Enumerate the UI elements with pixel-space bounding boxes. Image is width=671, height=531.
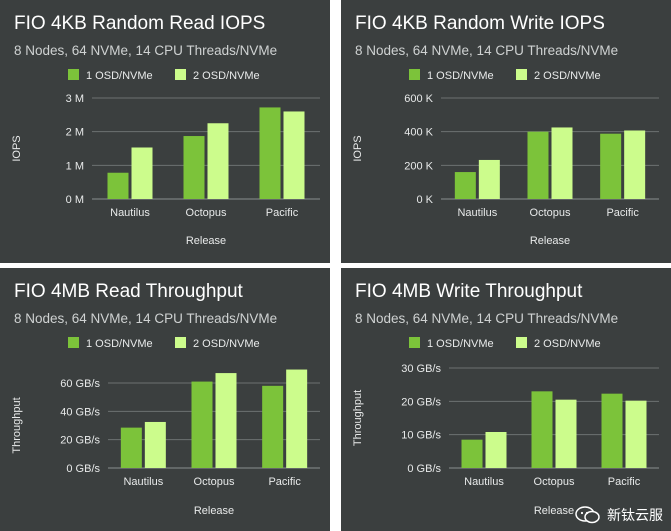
legend-label: 1 OSD/NVMe — [86, 338, 153, 350]
chart-panel-rand-read-iops: FIO 4KB Random Read IOPS 8 Nodes, 64 NVMe… — [0, 0, 330, 263]
bar — [454, 172, 476, 199]
x-tick-label: Nautilus — [464, 476, 504, 488]
chart-subtitle: 8 Nodes, 64 NVMe, 14 CPU Threads/NVMe — [14, 43, 277, 58]
bar — [478, 159, 500, 199]
x-tick-label: Pacific — [606, 207, 639, 219]
x-tick-label: Nautilus — [457, 207, 497, 219]
bar — [107, 172, 129, 199]
legend-label: 2 OSD/NVMe — [193, 338, 260, 350]
y-tick-label: 10 GB/s — [401, 430, 441, 442]
chart-svg-write-throughput: FIO 4MB Write Throughput 8 Nodes, 64 NVMe… — [352, 281, 659, 517]
watermark: 新钛云服 — [575, 505, 663, 525]
x-tick-label: Octopus — [534, 476, 575, 488]
y-tick-label: 60 GB/s — [60, 378, 100, 390]
y-tick-label: 1 M — [66, 160, 84, 172]
y-tick-label: 600 K — [404, 93, 433, 105]
y-tick-label: 3 M — [66, 93, 84, 105]
y-axis-label: Throughput — [11, 397, 23, 453]
x-tick-label: Octopus — [530, 207, 571, 219]
bar — [283, 111, 305, 199]
legend-label: 2 OSD/NVMe — [534, 70, 601, 82]
chart-subtitle: 8 Nodes, 64 NVMe, 14 CPU Threads/NVMe — [355, 311, 618, 326]
x-tick-label: Pacific — [608, 476, 641, 488]
chart-title: FIO 4KB Random Read IOPS — [14, 13, 265, 34]
y-tick-label: 0 GB/s — [66, 463, 100, 475]
legend-swatch — [68, 337, 79, 348]
bar — [120, 427, 142, 468]
y-tick-label: 20 GB/s — [60, 435, 100, 447]
x-tick-label: Octopus — [194, 476, 235, 488]
bar — [601, 393, 623, 468]
chart-title: FIO 4MB Read Throughput — [14, 281, 244, 302]
legend-swatch — [409, 337, 420, 348]
chart-title: FIO 4KB Random Write IOPS — [355, 13, 605, 34]
x-axis-label: Release — [186, 235, 226, 247]
chart-panel-write-throughput: FIO 4MB Write Throughput 8 Nodes, 64 NVMe… — [341, 268, 671, 531]
bar — [144, 421, 166, 468]
chart-svg-read-throughput: FIO 4MB Read Throughput 8 Nodes, 64 NVMe,… — [11, 281, 320, 517]
legend-label: 1 OSD/NVMe — [86, 70, 153, 82]
bar — [259, 107, 281, 199]
legend-swatch — [175, 69, 186, 80]
bar — [286, 369, 308, 468]
x-tick-label: Pacific — [268, 476, 301, 488]
bar — [207, 123, 229, 199]
bar — [461, 439, 483, 468]
legend-swatch — [175, 337, 186, 348]
legend-swatch — [516, 337, 527, 348]
legend-swatch — [516, 69, 527, 80]
bar — [624, 130, 646, 199]
y-tick-label: 30 GB/s — [401, 363, 441, 375]
bar — [191, 381, 213, 468]
x-tick-label: Octopus — [186, 207, 227, 219]
chart-svg-rand-read-iops: FIO 4KB Random Read IOPS 8 Nodes, 64 NVMe… — [11, 13, 320, 247]
bar — [625, 400, 647, 468]
y-axis-label: IOPS — [352, 135, 364, 161]
bar — [183, 136, 205, 199]
chart-svg-rand-write-iops: FIO 4KB Random Write IOPS 8 Nodes, 64 NVM… — [352, 13, 659, 247]
y-tick-label: 0 M — [66, 194, 84, 206]
chart-title: FIO 4MB Write Throughput — [355, 281, 583, 302]
legend-swatch — [68, 69, 79, 80]
x-tick-label: Pacific — [266, 207, 299, 219]
watermark-text: 新钛云服 — [607, 508, 663, 524]
y-tick-label: 200 K — [404, 160, 433, 172]
y-tick-label: 400 K — [404, 127, 433, 139]
chart-subtitle: 8 Nodes, 64 NVMe, 14 CPU Threads/NVMe — [14, 311, 277, 326]
bar — [131, 147, 153, 199]
y-tick-label: 2 M — [66, 127, 84, 139]
bar — [600, 133, 622, 199]
bar — [262, 385, 284, 468]
bar — [531, 391, 553, 468]
legend-swatch — [409, 69, 420, 80]
bar — [527, 131, 549, 199]
legend-label: 2 OSD/NVMe — [534, 338, 601, 350]
y-axis-label: IOPS — [11, 135, 23, 161]
x-axis-label: Release — [534, 505, 574, 517]
y-tick-label: 0 K — [416, 194, 433, 206]
x-axis-label: Release — [530, 235, 570, 247]
x-axis-label: Release — [194, 505, 234, 517]
chart-subtitle: 8 Nodes, 64 NVMe, 14 CPU Threads/NVMe — [355, 43, 618, 58]
legend-label: 2 OSD/NVMe — [193, 70, 260, 82]
wechat-icon — [575, 506, 600, 524]
y-tick-label: 40 GB/s — [60, 406, 100, 418]
y-tick-label: 20 GB/s — [401, 396, 441, 408]
legend-label: 1 OSD/NVMe — [427, 70, 494, 82]
x-tick-label: Nautilus — [123, 476, 163, 488]
bar — [485, 432, 507, 468]
bar — [555, 399, 577, 468]
y-tick-label: 0 GB/s — [407, 463, 441, 475]
y-axis-label: Throughput — [352, 390, 364, 446]
legend-label: 1 OSD/NVMe — [427, 338, 494, 350]
chart-panel-rand-write-iops: FIO 4KB Random Write IOPS 8 Nodes, 64 NVM… — [341, 0, 671, 263]
chart-panel-read-throughput: FIO 4MB Read Throughput 8 Nodes, 64 NVMe,… — [0, 268, 330, 531]
x-tick-label: Nautilus — [110, 207, 150, 219]
bar — [215, 373, 237, 468]
bar — [551, 127, 573, 199]
